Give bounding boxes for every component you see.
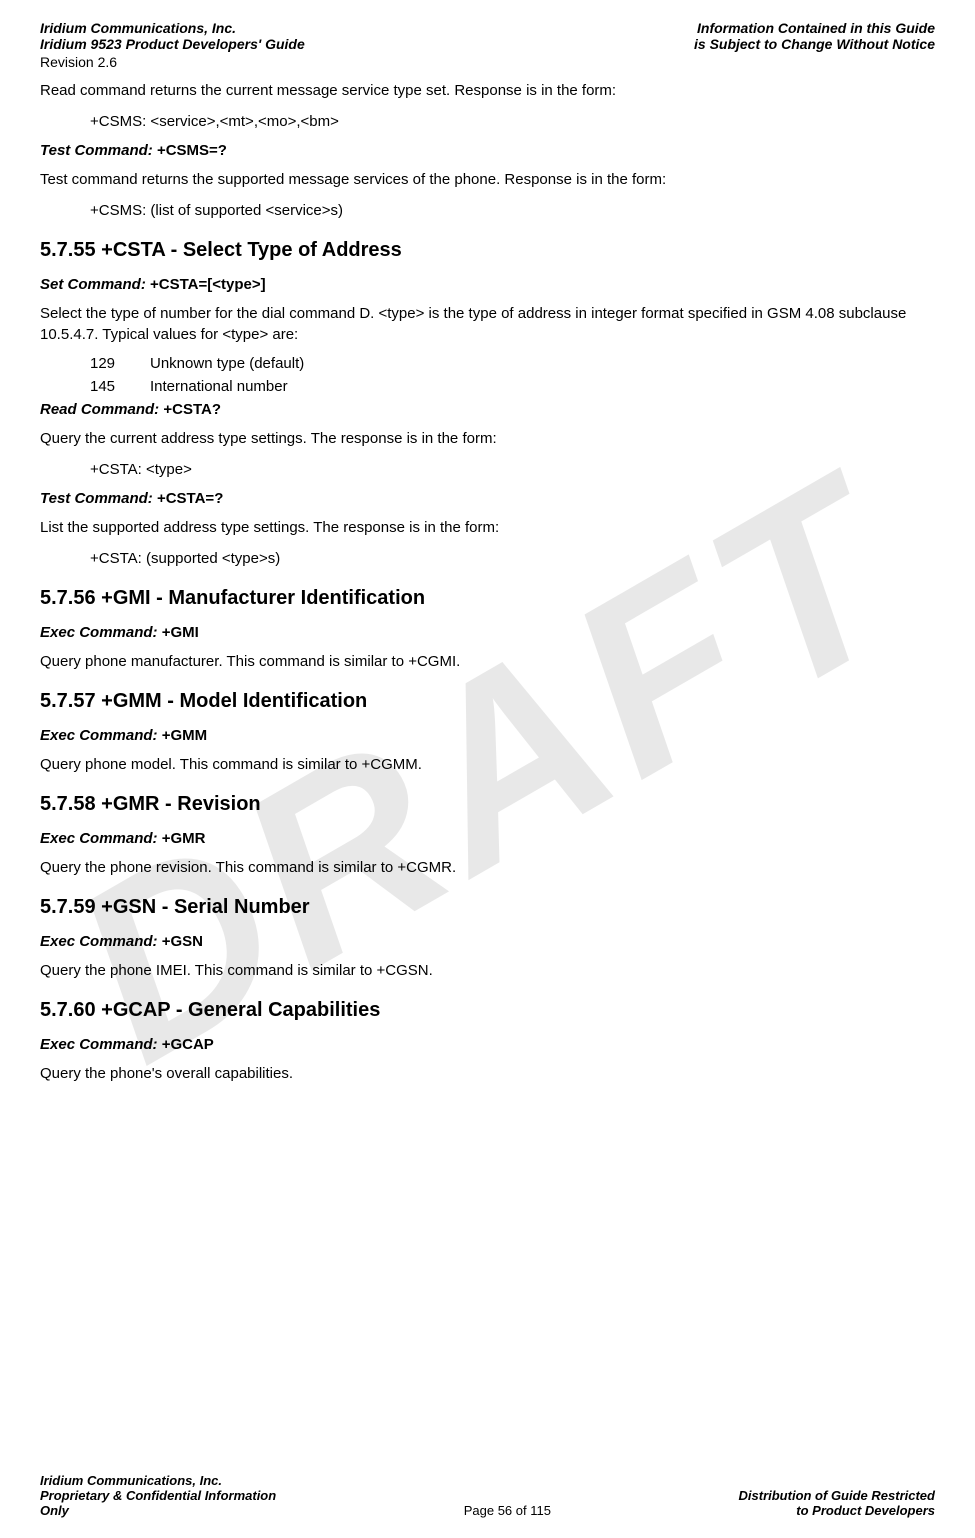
s55-p2: Query the current address type settings.…	[40, 428, 935, 449]
footer-distribution-2: to Product Developers	[739, 1503, 935, 1518]
intro-p2: +CSMS: <service>,<mt>,<mo>,<bm>	[90, 111, 935, 132]
s59-p1: Query the phone IMEI. This command is si…	[40, 960, 935, 981]
type-desc-145: International number	[150, 378, 288, 395]
intro-p3: Test command returns the supported messa…	[40, 169, 935, 190]
exec-cmd-label: Exec Command:	[40, 830, 162, 847]
type-desc-129: Unknown type (default)	[150, 355, 304, 372]
exec-cmd-value: +GMR	[162, 830, 206, 847]
s55-p4: List the supported address type settings…	[40, 517, 935, 538]
exec-cmd-value: +GSN	[162, 933, 203, 950]
heading-5-7-60: 5.7.60 +GCAP - General Capabilities	[40, 999, 935, 1022]
page-header: Iridium Communications, Inc. Iridium 952…	[40, 20, 935, 52]
footer-right: Distribution of Guide Restricted to Prod…	[739, 1488, 935, 1518]
set-cmd-label: Set Command:	[40, 276, 150, 293]
s60-exec-cmd: Exec Command: +GCAP	[40, 1036, 935, 1053]
s55-set-cmd: Set Command: +CSTA=[<type>]	[40, 276, 935, 293]
footer-company: Iridium Communications, Inc.	[40, 1473, 276, 1488]
s58-exec-cmd: Exec Command: +GMR	[40, 830, 935, 847]
s55-p5: +CSTA: (supported <type>s)	[90, 548, 935, 569]
header-notice-2: is Subject to Change Without Notice	[694, 36, 935, 52]
heading-5-7-56: 5.7.56 +GMI - Manufacturer Identificatio…	[40, 587, 935, 610]
page-content: Iridium Communications, Inc. Iridium 952…	[40, 20, 935, 1084]
intro-p4: +CSMS: (list of supported <service>s)	[90, 200, 935, 221]
footer-left: Iridium Communications, Inc. Proprietary…	[40, 1473, 276, 1518]
footer-page-number: Page 56 of 115	[464, 1503, 551, 1518]
test-cmd-value: +CSTA=?	[157, 490, 223, 507]
exec-cmd-value: +GMI	[162, 624, 199, 641]
header-notice-1: Information Contained in this Guide	[694, 20, 935, 36]
exec-cmd-label: Exec Command:	[40, 1036, 162, 1053]
footer-distribution-1: Distribution of Guide Restricted	[739, 1488, 935, 1503]
test-cmd-value: +CSMS=?	[157, 142, 227, 159]
set-cmd-value: +CSTA=[<type>]	[150, 276, 266, 293]
header-left: Iridium Communications, Inc. Iridium 952…	[40, 20, 305, 52]
s57-p1: Query phone model. This command is simil…	[40, 754, 935, 775]
exec-cmd-label: Exec Command:	[40, 933, 162, 950]
header-product: Iridium 9523 Product Developers' Guide	[40, 36, 305, 52]
s58-p1: Query the phone revision. This command i…	[40, 857, 935, 878]
type-row-129: 129Unknown type (default)	[90, 355, 935, 372]
s59-exec-cmd: Exec Command: +GSN	[40, 933, 935, 950]
s60-p1: Query the phone's overall capabilities.	[40, 1063, 935, 1084]
exec-cmd-value: +GMM	[162, 727, 207, 744]
footer-confidential: Proprietary & Confidential Information	[40, 1488, 276, 1503]
s56-p1: Query phone manufacturer. This command i…	[40, 651, 935, 672]
read-cmd-value: +CSTA?	[163, 401, 221, 418]
revision-text: Revision 2.6	[40, 54, 935, 70]
intro-p1: Read command returns the current message…	[40, 80, 935, 101]
s55-p1: Select the type of number for the dial c…	[40, 303, 935, 345]
exec-cmd-label: Exec Command:	[40, 727, 162, 744]
test-cmd-label: Test Command:	[40, 142, 157, 159]
page-footer: Iridium Communications, Inc. Proprietary…	[40, 1473, 935, 1518]
footer-only: Only	[40, 1503, 276, 1518]
exec-cmd-label: Exec Command:	[40, 624, 162, 641]
type-num-145: 145	[90, 378, 150, 395]
type-row-145: 145International number	[90, 378, 935, 395]
s57-exec-cmd: Exec Command: +GMM	[40, 727, 935, 744]
intro-test-cmd: Test Command: +CSMS=?	[40, 142, 935, 159]
heading-5-7-57: 5.7.57 +GMM - Model Identification	[40, 690, 935, 713]
type-num-129: 129	[90, 355, 150, 372]
header-company: Iridium Communications, Inc.	[40, 20, 305, 36]
s55-read-cmd: Read Command: +CSTA?	[40, 401, 935, 418]
header-right: Information Contained in this Guide is S…	[694, 20, 935, 52]
s55-p3: +CSTA: <type>	[90, 459, 935, 480]
heading-5-7-55: 5.7.55 +CSTA - Select Type of Address	[40, 239, 935, 262]
s56-exec-cmd: Exec Command: +GMI	[40, 624, 935, 641]
test-cmd-label: Test Command:	[40, 490, 157, 507]
read-cmd-label: Read Command:	[40, 401, 163, 418]
heading-5-7-59: 5.7.59 +GSN - Serial Number	[40, 896, 935, 919]
s55-test-cmd: Test Command: +CSTA=?	[40, 490, 935, 507]
heading-5-7-58: 5.7.58 +GMR - Revision	[40, 793, 935, 816]
exec-cmd-value: +GCAP	[162, 1036, 214, 1053]
